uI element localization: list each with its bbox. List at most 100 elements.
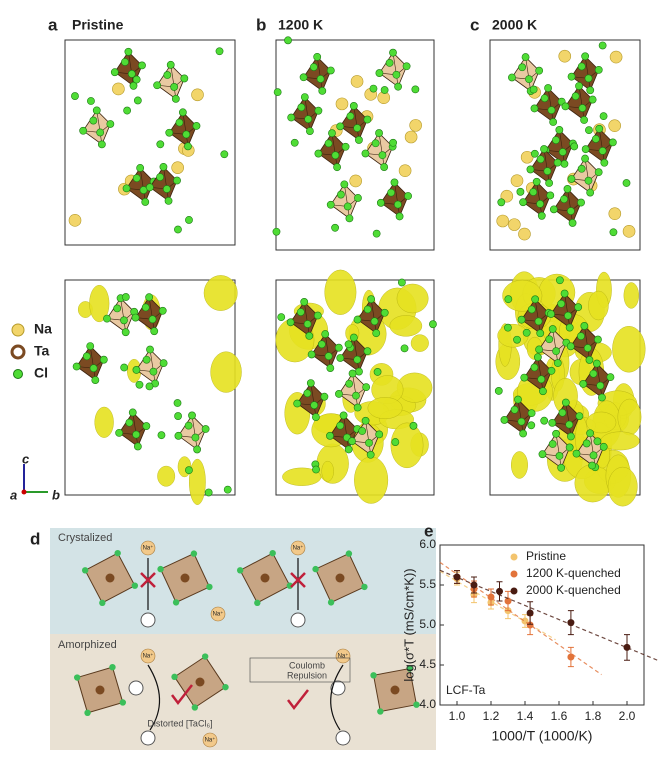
na-density	[94, 406, 114, 438]
cl-atom	[185, 216, 193, 224]
cl-atom	[531, 295, 540, 304]
cl-atom	[387, 188, 395, 197]
cl-atom	[340, 180, 349, 189]
cl-atom	[353, 403, 362, 412]
na-atom	[398, 164, 412, 177]
note: Repulsion	[287, 670, 327, 680]
cl-atom	[165, 128, 174, 137]
na-density	[389, 315, 423, 337]
cl-atom	[375, 129, 383, 137]
cl-atom	[548, 418, 557, 427]
cl-atom	[349, 333, 358, 342]
cl-atom	[352, 391, 360, 400]
na-ion	[335, 648, 351, 664]
cl-atom	[348, 437, 356, 446]
point	[487, 593, 495, 601]
cl-atom	[215, 47, 224, 56]
cl-atom	[518, 63, 527, 72]
cl-atom	[309, 63, 318, 71]
cl-atom	[595, 124, 604, 133]
cl-atom	[312, 413, 320, 421]
cl-atom	[343, 202, 352, 211]
cl-atom	[222, 683, 229, 691]
cl-atom	[582, 439, 591, 448]
cl-atom	[598, 393, 606, 402]
cl-atom	[561, 102, 570, 111]
cl-atom	[358, 427, 367, 435]
cl-atom	[565, 420, 574, 429]
point	[453, 573, 461, 581]
legend-marker	[510, 587, 518, 595]
cl-atom	[120, 316, 128, 325]
chart: 4.0 4.5 5.0 5.5 6.0 1.0 1.2 1.4 1.6 1.8 2.0 1000/T …	[401, 537, 658, 744]
cl-atom	[375, 430, 384, 439]
cl-atom	[132, 366, 141, 374]
cl-atom	[564, 311, 572, 320]
na-density	[203, 275, 238, 311]
cl-atom	[335, 390, 343, 398]
cl-atom	[346, 112, 355, 121]
cl-atom	[570, 142, 579, 151]
cl-atom	[331, 223, 339, 232]
check	[287, 689, 309, 711]
cl-atom	[589, 369, 598, 378]
cl-atom	[404, 192, 412, 200]
cl-atom	[395, 212, 404, 221]
cl-atom	[397, 278, 406, 287]
cl-atom	[389, 138, 398, 147]
panel-label: c	[470, 15, 479, 34]
cl-atom	[86, 342, 95, 350]
cl-atom	[560, 160, 569, 168]
cl-atom	[131, 582, 139, 589]
vacancy	[140, 612, 156, 628]
cl-atom	[393, 200, 402, 209]
cl-atom	[372, 229, 381, 238]
cl-atom	[135, 380, 144, 389]
cl-atom	[574, 303, 583, 312]
cl-atom	[182, 130, 191, 139]
y-tick-label: 4.5	[419, 657, 436, 671]
cl-atom	[89, 116, 98, 125]
cl-atom	[87, 97, 95, 105]
y-tick-label: 5.0	[419, 617, 436, 631]
cl-atom	[543, 167, 552, 176]
cl-atom	[583, 344, 592, 352]
cl-atom	[571, 92, 580, 101]
legend-cl	[13, 369, 23, 379]
axis-origin	[21, 489, 27, 495]
cl-atom	[586, 429, 595, 438]
cl-atom	[519, 198, 527, 207]
repulsion-box	[249, 657, 351, 683]
cl-atom	[552, 429, 560, 438]
point	[526, 609, 534, 617]
cl-atom	[103, 314, 111, 323]
plot-area	[439, 544, 645, 706]
cl-atom	[269, 549, 276, 557]
cl-atom	[236, 567, 244, 574]
cl-atom	[586, 86, 595, 95]
cl-atom	[254, 599, 261, 607]
panel-label: b	[256, 15, 266, 34]
na-density	[354, 456, 389, 504]
cl-atom	[191, 704, 199, 711]
cl-atom	[132, 430, 141, 439]
cl-atom	[162, 185, 171, 193]
cl-atom	[206, 583, 213, 591]
cl-atom	[156, 173, 164, 181]
na-density	[210, 351, 242, 393]
cl-atom	[119, 699, 127, 706]
na-density	[612, 325, 646, 373]
cl-atom	[145, 183, 154, 192]
cl-atom	[544, 84, 552, 92]
cl-atom	[578, 104, 587, 112]
cl-atom	[394, 82, 403, 91]
cl-atom	[92, 106, 101, 115]
cl-atom	[150, 327, 159, 336]
cl-atom	[622, 179, 631, 187]
y-tick-label: 4.0	[419, 697, 436, 711]
x-tick-label: 1.8	[585, 709, 602, 723]
na-atom	[510, 174, 524, 187]
cl-atom	[592, 359, 601, 368]
cl-atom	[363, 305, 372, 314]
na-atom	[335, 97, 349, 111]
